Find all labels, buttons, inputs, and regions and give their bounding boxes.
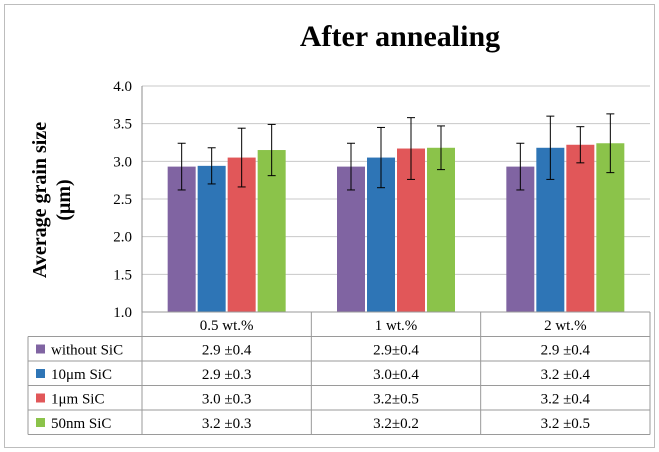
table-cell: 2.9 ±0.3 <box>202 367 251 383</box>
bar <box>566 144 595 312</box>
table-cell: 2.9±0.4 <box>373 343 419 359</box>
chart-frame <box>4 4 655 448</box>
table-cell: 2.9 ±0.4 <box>541 343 591 359</box>
legend-label: 50nm SiC <box>51 416 111 432</box>
legend-swatch <box>36 393 45 403</box>
bar <box>337 166 365 312</box>
category-label: 1 wt.% <box>375 318 418 334</box>
table-cell: 3.2 ±0.4 <box>541 392 591 408</box>
bar <box>257 150 286 312</box>
y-tick-label: 4.0 <box>113 79 132 95</box>
table-cell: 3.2±0.2 <box>373 416 419 432</box>
bar <box>506 166 535 312</box>
legend-swatch <box>36 369 45 378</box>
bar <box>427 147 455 312</box>
table-cell: 3.2 ±0.3 <box>202 416 251 432</box>
table-cell: 3.0±0.4 <box>373 367 419 383</box>
bar <box>167 166 196 312</box>
bar <box>197 165 226 312</box>
category-label: 0.5 wt.% <box>200 318 254 334</box>
y-tick-label: 2.5 <box>113 192 132 208</box>
category-label: 2 wt.% <box>544 318 587 334</box>
legend-swatch <box>36 344 45 354</box>
y-tick-label: 3.0 <box>113 154 132 170</box>
table-cell: 3.2 ±0.4 <box>541 367 591 383</box>
legend-label: 10μm SiC <box>51 367 112 383</box>
table-cell: 3.2 ±0.5 <box>541 416 590 432</box>
y-tick-label: 3.5 <box>113 117 132 133</box>
legend-swatch <box>36 418 45 427</box>
y-tick-label: 1.0 <box>113 305 132 321</box>
y-tick-label: 1.5 <box>113 267 132 283</box>
table-cell: 3.0 ±0.3 <box>202 392 251 408</box>
chart-title: After annealing <box>299 20 501 53</box>
legend-label: 1μm SiC <box>51 392 104 408</box>
table-cell: 2.9 ±0.4 <box>202 343 252 359</box>
legend-label: without SiC <box>51 343 123 359</box>
y-tick-label: 2.0 <box>113 230 132 246</box>
table-cell: 3.2±0.5 <box>373 392 419 408</box>
